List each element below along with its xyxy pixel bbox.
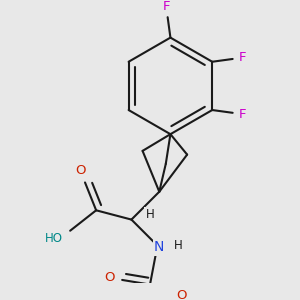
Text: F: F	[239, 51, 247, 64]
Text: F: F	[163, 1, 170, 13]
Text: H: H	[173, 239, 182, 252]
Text: N: N	[154, 240, 164, 254]
Text: O: O	[104, 271, 114, 284]
Text: HO: HO	[45, 232, 63, 245]
Text: F: F	[239, 108, 247, 121]
Text: O: O	[75, 164, 86, 177]
Text: H: H	[146, 208, 154, 221]
Text: O: O	[176, 289, 187, 300]
